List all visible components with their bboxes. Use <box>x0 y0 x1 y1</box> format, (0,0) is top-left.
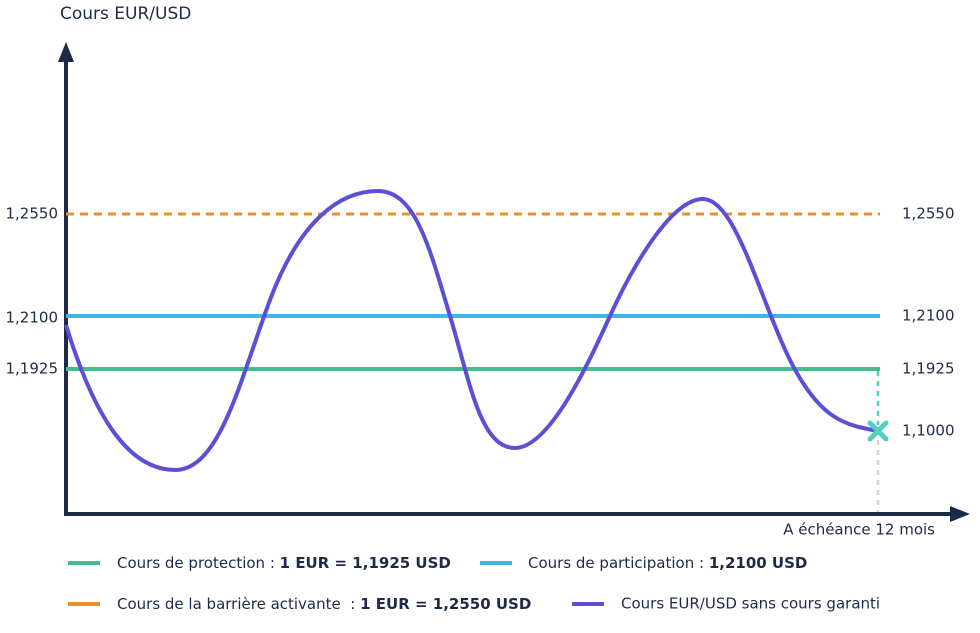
level-label: 1,1925 <box>902 360 955 378</box>
legend-value: 1 EUR = 1,2550 USD <box>360 595 531 613</box>
legend-label: Cours de participation : <box>528 554 709 572</box>
legend-label: Cours EUR/USD sans cours garanti <box>621 595 880 613</box>
x-arrow <box>950 506 970 522</box>
legend-value: 1,2100 USD <box>709 554 808 572</box>
legend-text: Cours de protection : 1 EUR = 1,1925 USD <box>117 554 451 572</box>
axis-title: Cours EUR/USD <box>60 4 191 24</box>
legend-label: Cours de la barrière activante : <box>117 595 360 613</box>
legend-text: Cours de la barrière activante : 1 EUR =… <box>117 595 531 613</box>
legend-label: Cours de protection : <box>117 554 280 572</box>
exchange-curve <box>64 188 879 473</box>
y-arrow <box>58 42 74 62</box>
legend-value: 1 EUR = 1,1925 USD <box>280 554 451 572</box>
level-label: 1,1925 <box>6 360 59 378</box>
level-label: 1,2100 <box>6 309 59 327</box>
level-label: 1,2550 <box>6 205 59 223</box>
end-label: 1,1000 <box>902 422 955 440</box>
legend-text: Cours de participation : 1,2100 USD <box>528 554 807 572</box>
level-label: 1,2550 <box>902 205 955 223</box>
x-label: A échéance 12 mois <box>783 521 935 539</box>
end-marker <box>867 420 889 442</box>
level-label: 1,2100 <box>902 307 955 325</box>
